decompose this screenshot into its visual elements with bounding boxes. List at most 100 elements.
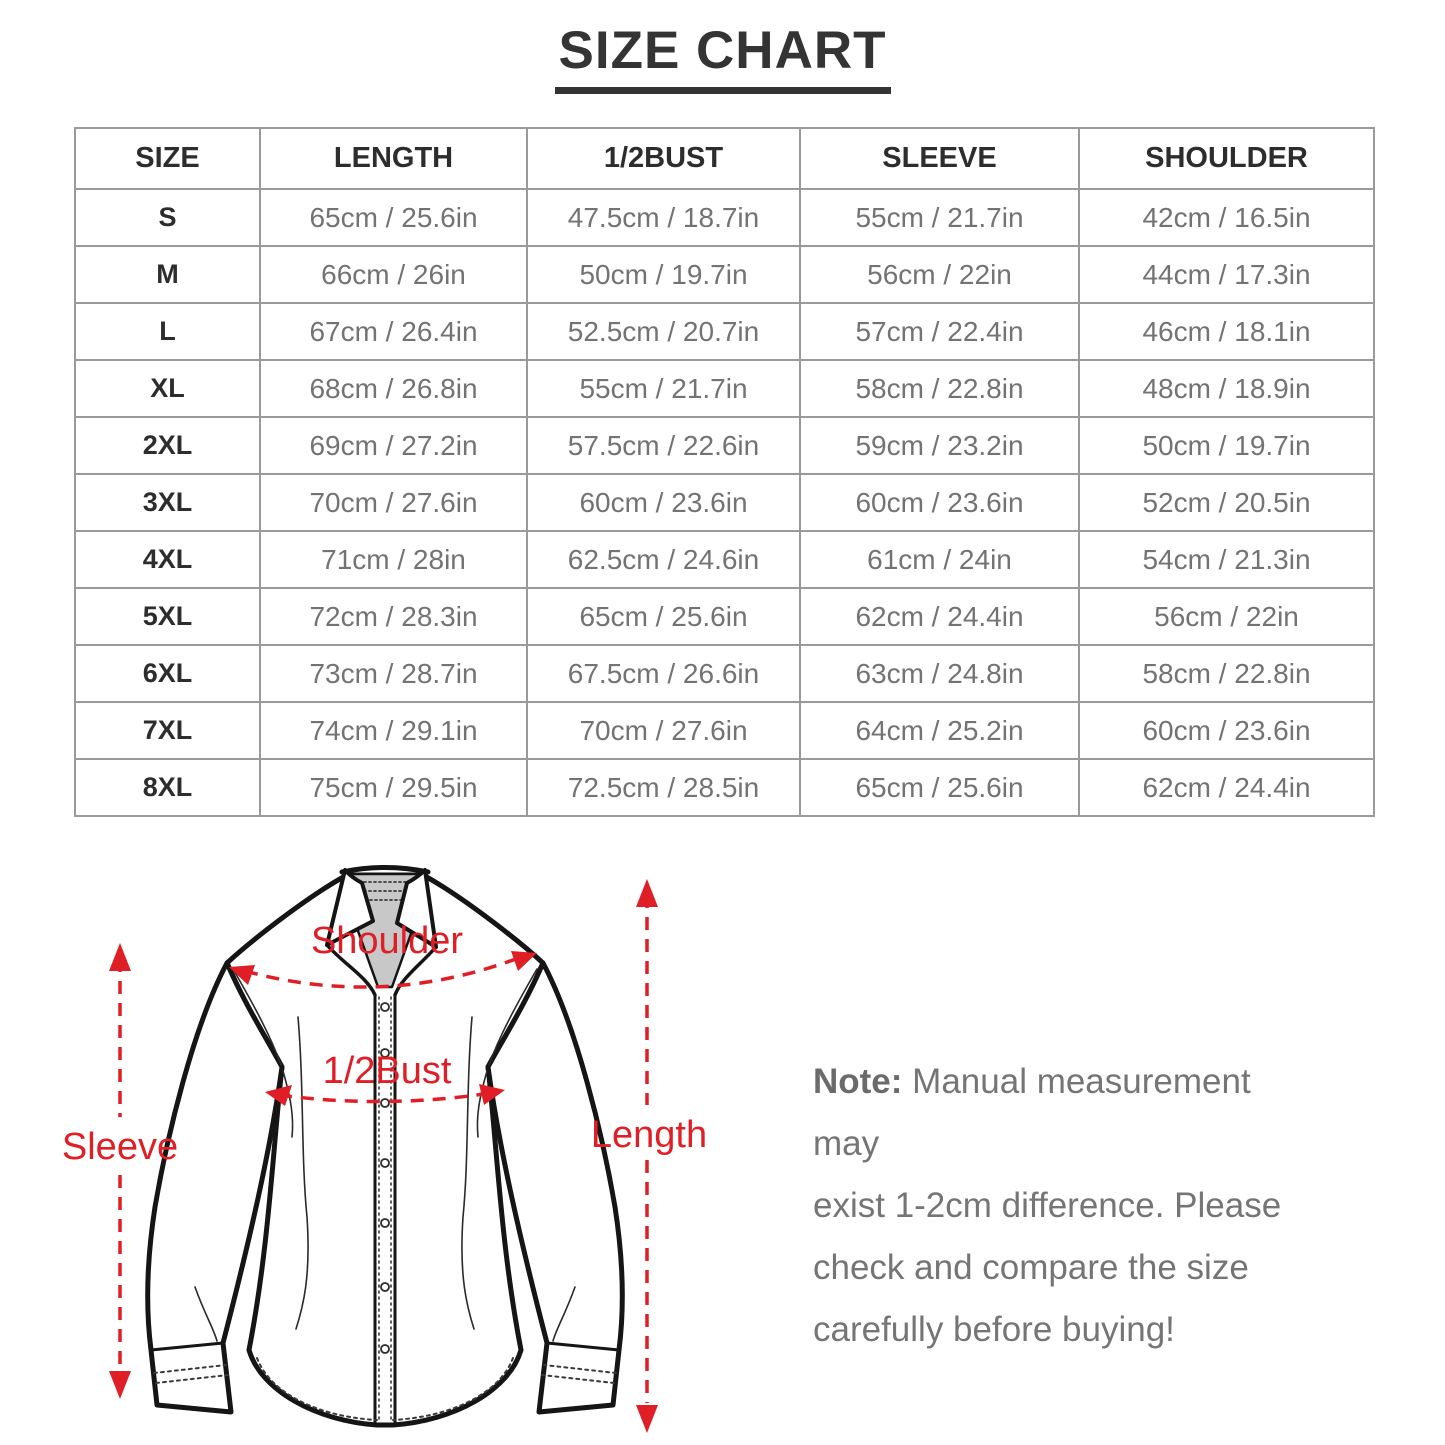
table-cell: 58cm / 22.8in bbox=[799, 359, 1080, 418]
measurement-annotations: Shoulder 1/2Bust Sleeve Length bbox=[62, 879, 707, 1433]
hem-stitching bbox=[256, 1357, 514, 1421]
header-sleeve: SLEEVE bbox=[799, 127, 1080, 190]
table-row: S 65cm / 25.6in 47.5cm / 18.7in 55cm / 2… bbox=[74, 188, 1375, 247]
neckline-left bbox=[325, 943, 377, 997]
size-label-cell: L bbox=[74, 302, 261, 361]
table-cell: 52cm / 20.5in bbox=[1078, 473, 1375, 532]
shoulder-arrow-line bbox=[244, 955, 522, 989]
table-row: XL 68cm / 26.8in 55cm / 21.7in 58cm / 22… bbox=[74, 359, 1375, 418]
shirt-measurement-diagram: Shoulder 1/2Bust Sleeve Length bbox=[62, 865, 707, 1433]
note-line: carefully before buying! bbox=[813, 1310, 1175, 1349]
table-cell: 62.5cm / 24.6in bbox=[526, 530, 801, 589]
table-cell: 63cm / 24.8in bbox=[799, 644, 1080, 703]
table-cell: 58cm / 22.8in bbox=[1078, 644, 1375, 703]
header-shoulder: SHOULDER bbox=[1078, 127, 1375, 190]
table-cell: 61cm / 24in bbox=[799, 530, 1080, 589]
length-measure-label: Length bbox=[591, 1114, 707, 1156]
cuff-seam-right bbox=[545, 1341, 621, 1352]
table-cell: 70cm / 27.6in bbox=[526, 701, 801, 760]
page-header: SIZE CHART bbox=[0, 20, 1445, 94]
size-label-cell: 6XL bbox=[74, 644, 261, 703]
table-cell: 65cm / 25.6in bbox=[799, 758, 1080, 817]
table-cell: 60cm / 23.6in bbox=[526, 473, 801, 532]
size-label-cell: 7XL bbox=[74, 701, 261, 760]
table-cell: 66cm / 26in bbox=[259, 245, 528, 304]
size-label-cell: 5XL bbox=[74, 587, 261, 646]
table-row: 2XL 69cm / 27.2in 57.5cm / 22.6in 59cm /… bbox=[74, 416, 1375, 475]
table-cell: 64cm / 25.2in bbox=[799, 701, 1080, 760]
sleeve-arrowhead-up bbox=[109, 943, 131, 971]
table-cell: 55cm / 21.7in bbox=[799, 188, 1080, 247]
table-cell: 70cm / 27.6in bbox=[259, 473, 528, 532]
note-line: Note: Manual measurement may bbox=[813, 1051, 1313, 1175]
size-label-cell: 2XL bbox=[74, 416, 261, 475]
bust-arrowhead-left bbox=[265, 1085, 292, 1106]
table-row: M 66cm / 26in 50cm / 19.7in 56cm / 22in … bbox=[74, 245, 1375, 304]
construction-lines bbox=[194, 968, 576, 1342]
table-row: L 67cm / 26.4in 52.5cm / 20.7in 57cm / 2… bbox=[74, 302, 1375, 361]
table-cell: 47.5cm / 18.7in bbox=[526, 188, 801, 247]
table-cell: 62cm / 24.4in bbox=[1078, 758, 1375, 817]
buttons bbox=[380, 1002, 390, 1354]
placket-stitching bbox=[378, 996, 392, 1422]
table-cell: 55cm / 21.7in bbox=[526, 359, 801, 418]
table-cell: 73cm / 28.7in bbox=[259, 644, 528, 703]
sleeve-measure-label: Sleeve bbox=[62, 1126, 178, 1168]
size-label-cell: M bbox=[74, 245, 261, 304]
table-row: 8XL 75cm / 29.5in 72.5cm / 28.5in 65cm /… bbox=[74, 758, 1375, 817]
table-cell: 60cm / 23.6in bbox=[799, 473, 1080, 532]
note-line: exist 1-2cm difference. Please bbox=[813, 1186, 1282, 1225]
table-row: 5XL 72cm / 28.3in 65cm / 25.6in 62cm / 2… bbox=[74, 587, 1375, 646]
table-cell: 62cm / 24.4in bbox=[799, 587, 1080, 646]
table-row: 3XL 70cm / 27.6in 60cm / 23.6in 60cm / 2… bbox=[74, 473, 1375, 532]
table-cell: 48cm / 18.9in bbox=[1078, 359, 1375, 418]
header-length: LENGTH bbox=[259, 127, 528, 190]
table-cell: 71cm / 28in bbox=[259, 530, 528, 589]
table-cell: 59cm / 23.2in bbox=[799, 416, 1080, 475]
table-row: 7XL 74cm / 29.1in 70cm / 27.6in 64cm / 2… bbox=[74, 701, 1375, 760]
collar-top-edge bbox=[339, 865, 431, 875]
shoulder-measure-label: Shoulder bbox=[311, 920, 463, 962]
size-label-cell: 8XL bbox=[74, 758, 261, 817]
table-cell: 50cm / 19.7in bbox=[526, 245, 801, 304]
table-row: 6XL 73cm / 28.7in 67.5cm / 26.6in 63cm /… bbox=[74, 644, 1375, 703]
page-title: SIZE CHART bbox=[554, 20, 891, 94]
table-row: 4XL 71cm / 28in 62.5cm / 24.6in 61cm / 2… bbox=[74, 530, 1375, 589]
size-label-cell: XL bbox=[74, 359, 261, 418]
bust-arrow-line bbox=[278, 1091, 492, 1104]
cuff-stitching bbox=[153, 1364, 617, 1384]
size-label-cell: 3XL bbox=[74, 473, 261, 532]
table-cell: 42cm / 16.5in bbox=[1078, 188, 1375, 247]
table-cell: 69cm / 27.2in bbox=[259, 416, 528, 475]
header-size: SIZE bbox=[74, 127, 261, 190]
table-header-row: SIZE LENGTH 1/2BUST SLEEVE SHOULDER bbox=[74, 127, 1375, 190]
length-arrowhead-down bbox=[636, 1405, 658, 1433]
table-cell: 44cm / 17.3in bbox=[1078, 245, 1375, 304]
table-cell: 67.5cm / 26.6in bbox=[526, 644, 801, 703]
neckline-right bbox=[393, 945, 438, 997]
bust-arrowhead-right bbox=[479, 1084, 505, 1105]
table-cell: 57.5cm / 22.6in bbox=[526, 416, 801, 475]
size-label-cell: 4XL bbox=[74, 530, 261, 589]
size-table: SIZE LENGTH 1/2BUST SLEEVE SHOULDER S 65… bbox=[74, 127, 1375, 817]
table-cell: 72cm / 28.3in bbox=[259, 587, 528, 646]
table-cell: 65cm / 25.6in bbox=[259, 188, 528, 247]
bust-measure-label: 1/2Bust bbox=[323, 1050, 452, 1092]
shoulder-arrowhead-left bbox=[229, 965, 255, 985]
table-cell: 56cm / 22in bbox=[1078, 587, 1375, 646]
shoulder-arrowhead-right bbox=[511, 951, 537, 971]
table-cell: 75cm / 29.5in bbox=[259, 758, 528, 817]
size-label-cell: S bbox=[74, 188, 261, 247]
note-line: check and compare the size bbox=[813, 1248, 1249, 1287]
table-cell: 67cm / 26.4in bbox=[259, 302, 528, 361]
table-cell: 68cm / 26.8in bbox=[259, 359, 528, 418]
shirt-drawing bbox=[145, 865, 625, 1428]
table-cell: 65cm / 25.6in bbox=[526, 587, 801, 646]
table-cell: 52.5cm / 20.7in bbox=[526, 302, 801, 361]
table-cell: 57cm / 22.4in bbox=[799, 302, 1080, 361]
length-arrowhead-up bbox=[636, 879, 658, 907]
cuff-seam-left bbox=[149, 1341, 225, 1352]
sleeve-arrowhead-down bbox=[109, 1371, 131, 1399]
note-text: Manual measurement may bbox=[813, 1062, 1251, 1163]
table-cell: 74cm / 29.1in bbox=[259, 701, 528, 760]
